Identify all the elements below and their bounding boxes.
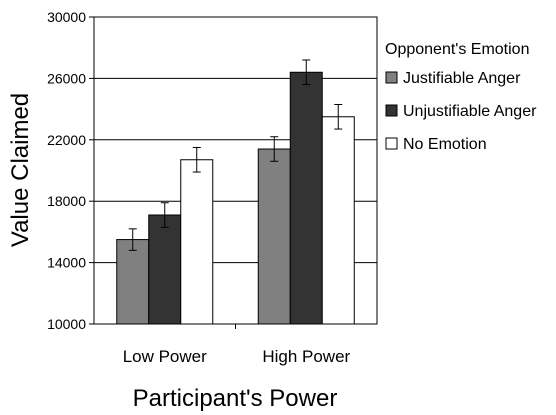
bar <box>116 239 150 325</box>
y-tick-label: 26000 <box>47 70 86 86</box>
y-tick-label: 18000 <box>47 193 86 209</box>
legend-title: Opponent's Emotion <box>385 41 529 58</box>
x-category-label: High Power <box>262 347 350 366</box>
bar <box>289 71 323 325</box>
y-tick-label: 14000 <box>47 255 86 271</box>
x-category-label: Low Power <box>123 347 207 366</box>
legend-swatch <box>385 104 398 117</box>
axes <box>93 16 378 329</box>
legend-swatch <box>385 137 398 150</box>
legend-label: Justifiable Anger <box>403 70 521 87</box>
error-bars <box>128 59 343 251</box>
legend-label: No Emotion <box>403 136 487 153</box>
x-axis-title: Participant's Power <box>133 385 338 412</box>
x-axis-categories: Low Power High Power <box>123 347 351 366</box>
y-tick-label: 30000 <box>47 9 86 25</box>
bar <box>257 148 291 325</box>
legend-label: Unjustifiable Anger <box>403 103 537 120</box>
bar <box>148 214 182 325</box>
y-axis-ticks: 30000 26000 22000 18000 14000 10000 <box>47 9 94 332</box>
bars <box>116 71 355 325</box>
y-tick-label: 10000 <box>47 316 86 332</box>
legend-swatch <box>385 71 398 84</box>
y-axis-title: Value Claimed <box>7 93 34 247</box>
y-tick-label: 22000 <box>47 132 86 148</box>
bar <box>321 116 355 325</box>
bar <box>180 159 214 325</box>
legend: Opponent's Emotion Justifiable Anger Unju… <box>385 41 537 153</box>
